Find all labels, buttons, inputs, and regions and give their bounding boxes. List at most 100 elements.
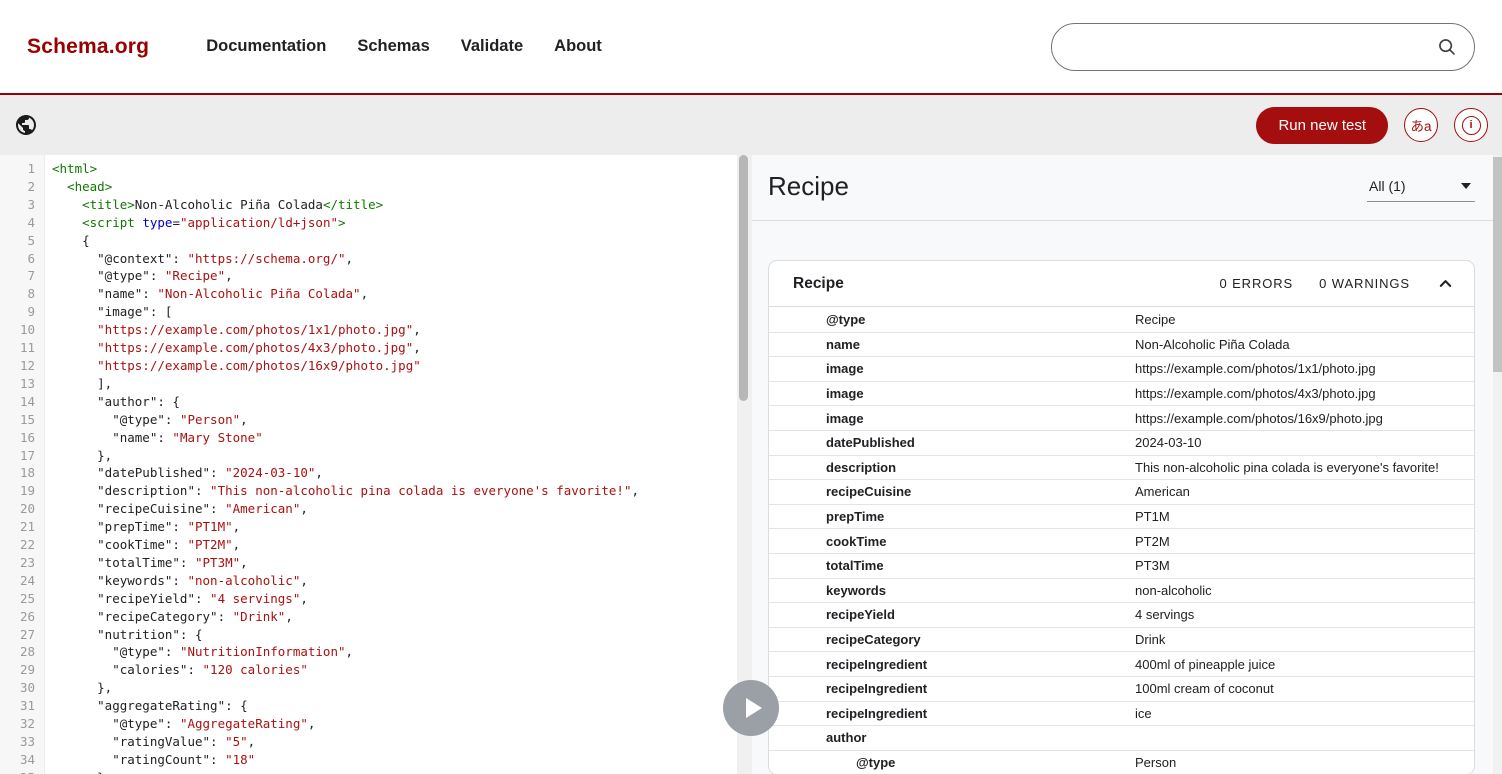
- nav-item-about[interactable]: About: [554, 37, 602, 55]
- line-number: 5: [27, 232, 35, 248]
- run-new-test-button[interactable]: Run new test: [1256, 106, 1388, 144]
- table-row: recipeIngredient 400ml of pineapple juice: [769, 651, 1474, 676]
- translate-button[interactable]: あa: [1404, 108, 1438, 142]
- code-line: "calories": "120 calories": [52, 662, 308, 678]
- table-row: recipeIngredient ice: [769, 700, 1474, 726]
- table-row: description This non-alcoholic pina colad…: [769, 454, 1474, 480]
- nav-item-validate[interactable]: Validate: [460, 37, 524, 55]
- translate-icon: あa: [1410, 119, 1432, 134]
- table-row: image https://example.com/photos/1x1/phot…: [769, 356, 1474, 381]
- property-value: PT1M: [1135, 509, 1170, 525]
- code-line: "https://example.com/photos/16x9/photo.j…: [97, 357, 421, 373]
- info-button[interactable]: i: [1454, 108, 1488, 142]
- code-line: "prepTime": "PT1M",: [52, 519, 241, 535]
- property-value: Drink: [1135, 632, 1166, 648]
- line-number: 21: [19, 519, 35, 535]
- editor-code[interactable]: <html> <head> <title>Non-Alcoholic Piña …: [45, 155, 737, 774]
- code-line: },: [52, 680, 113, 696]
- site-header: Schema.org Documentation Schemas Validate A…: [0, 0, 1502, 93]
- table-row: recipeIngredient 100ml cream of coconut: [769, 675, 1474, 701]
- results-panel: Recipe All (1) Recipe 0 ERRORS 0 WARNING…: [752, 155, 1493, 774]
- property-name: image: [826, 361, 864, 377]
- table-row: @type Person: [769, 749, 1474, 774]
- line-number: 18: [19, 465, 35, 481]
- code-line: "https://example.com/photos/1x1/photo.jp…: [97, 322, 421, 338]
- line-number: 27: [19, 626, 35, 642]
- main-nav: Documentation Schemas Validate About: [206, 37, 602, 56]
- property-value: Person: [1135, 754, 1177, 770]
- code-line: "totalTime": "PT3M",: [52, 554, 248, 570]
- property-name: description: [826, 459, 897, 475]
- property-name: keywords: [826, 582, 886, 598]
- property-name: author: [826, 730, 867, 746]
- code-line: <script type="application/ld+json">: [82, 214, 346, 230]
- code-line: "name": "Mary Stone": [52, 429, 263, 445]
- schema-org-logo[interactable]: Schema.org: [27, 34, 150, 58]
- page-scrollbar[interactable]: [1493, 157, 1502, 372]
- code-line: {: [52, 232, 90, 248]
- table-row: keywords non-alcoholic: [769, 577, 1474, 603]
- type-filter-value: All (1): [1369, 178, 1406, 194]
- panel-divider: [737, 155, 752, 774]
- code-line: "ratingValue": "5",: [52, 734, 256, 749]
- property-value: https://example.com/photos/16x9/photo.jp…: [1135, 410, 1383, 426]
- property-name: recipeCategory: [826, 632, 921, 648]
- code-line: "keywords": "non-alcoholic",: [52, 572, 308, 588]
- line-number: 16: [19, 429, 35, 445]
- line-number: 13: [19, 375, 35, 391]
- search-icon[interactable]: [1436, 36, 1458, 58]
- line-number: 17: [19, 447, 35, 463]
- line-number: 19: [19, 483, 35, 499]
- chevron-up-icon[interactable]: [1438, 276, 1453, 291]
- line-number: 23: [19, 554, 35, 570]
- errors-count: 0 ERRORS: [1219, 276, 1294, 291]
- page-scrollbar-track: [1493, 155, 1502, 774]
- line-number: 25: [19, 590, 35, 606]
- line-number: 28: [19, 644, 35, 660]
- code-line: "datePublished": "2024-03-10",: [52, 465, 323, 481]
- results-divider: [752, 220, 1493, 221]
- header-divider: [0, 93, 1502, 95]
- line-number: 2: [27, 178, 35, 194]
- line-number: 35: [0, 769, 35, 774]
- play-button[interactable]: [723, 680, 779, 736]
- search-input[interactable]: [1072, 23, 1436, 70]
- editor-scrollbar[interactable]: [739, 155, 748, 401]
- recipe-card-header[interactable]: Recipe 0 ERRORS 0 WARNINGS: [769, 261, 1474, 307]
- property-name: totalTime: [826, 558, 884, 574]
- code-line: "@type": "NutritionInformation",: [52, 644, 354, 660]
- line-number: 14: [19, 393, 35, 409]
- nav-item-documentation[interactable]: Documentation: [206, 37, 327, 55]
- search-box[interactable]: [1051, 22, 1475, 71]
- type-filter-select[interactable]: All (1): [1367, 178, 1475, 202]
- property-name: @type: [856, 754, 896, 770]
- line-number: 12: [19, 357, 35, 373]
- play-icon: [745, 698, 762, 718]
- property-value: 2024-03-10: [1135, 435, 1202, 451]
- code-line: "name": "Non-Alcoholic Piña Colada",: [52, 286, 369, 302]
- table-row: name Non-Alcoholic Piña Colada: [769, 331, 1474, 357]
- nav-item-schemas[interactable]: Schemas: [357, 37, 430, 55]
- property-value: ice: [1135, 705, 1152, 721]
- validator-toolbar: Run new test あa i: [0, 95, 1502, 155]
- line-number: 8: [27, 286, 35, 302]
- main-content: 1 2 3 4 5 6 7 8 9 10 11 12 13 14 15 16 17 18 19 20 21 22 23 24 2…: [0, 155, 1502, 774]
- globe-icon[interactable]: [14, 113, 38, 137]
- property-name: name: [826, 336, 860, 352]
- toolbar-actions: Run new test あa i: [1256, 106, 1488, 144]
- table-row: author: [769, 725, 1474, 750]
- line-number: 6: [27, 250, 35, 266]
- code-line: <head>: [67, 178, 113, 194]
- table-row: recipeCuisine American: [769, 479, 1474, 504]
- table-row: recipeCategory Drink: [769, 626, 1474, 652]
- table-row: totalTime PT3M: [769, 552, 1474, 578]
- code-line: "@type": "Recipe",: [52, 268, 233, 284]
- code-line: <title>Non-Alcoholic Piña Colada</title>: [82, 196, 384, 212]
- property-name: prepTime: [826, 509, 885, 525]
- code-line: "@context": "https://schema.org/",: [52, 250, 354, 266]
- property-name: @type: [826, 311, 866, 327]
- code-line: "@type": "AggregateRating",: [52, 716, 316, 732]
- code-line: "author": {: [52, 393, 180, 409]
- code-editor[interactable]: 1 2 3 4 5 6 7 8 9 10 11 12 13 14 15 16 17 18 19 20 21 22 23 24 2…: [0, 155, 737, 774]
